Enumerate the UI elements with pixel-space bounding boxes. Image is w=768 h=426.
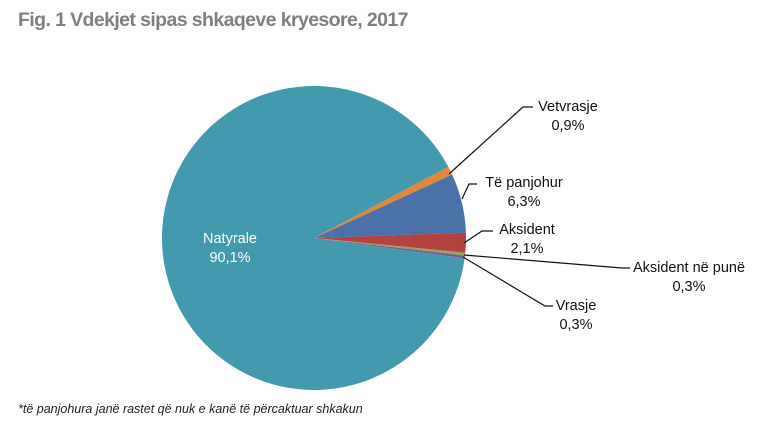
pie-slice-aksident: [314, 232, 467, 253]
leader-line-vrasje: [462, 256, 553, 307]
leader-line-aksident: [463, 230, 493, 244]
label-aksident-name: Aksident: [499, 222, 555, 238]
label-aksident-pune-name: Aksident në punë: [633, 260, 745, 276]
label-aksident-value: 2,1%: [510, 241, 543, 257]
label-natyrale-name: Natyrale: [203, 231, 257, 247]
pie-slice-t-panjohur: [314, 174, 466, 238]
label-vetvrasje-value: 0,9%: [551, 118, 584, 134]
pie-slice-vrasje: [314, 238, 465, 259]
label-panjohur-value: 6,3%: [507, 194, 540, 210]
label-vrasje-value: 0,3%: [559, 317, 592, 333]
chart-title: Fig. 1 Vdekjet sipas shkaqeve kryesore, …: [18, 9, 408, 31]
pie-slice-aksident-n-pun-: [314, 238, 466, 256]
leader-line-aksident-pune: [463, 254, 630, 269]
footnote: *të panjohura janë rastet që nuk e kanë …: [18, 402, 363, 416]
label-vetvrasje-name: Vetvrasje: [538, 99, 598, 115]
leader-line-panjohur: [461, 183, 477, 200]
label-vrasje-name: Vrasje: [556, 298, 597, 314]
label-aksident-pune-value: 0,3%: [672, 279, 705, 295]
pie-slice-vetvrasje: [314, 166, 453, 238]
label-panjohur-name: Të panjohur: [485, 175, 563, 191]
leader-line-vetvrasje: [448, 106, 533, 175]
leader-lines: [448, 106, 630, 307]
pie-slice-natyrale: [161, 85, 465, 390]
label-natyrale-value: 90,1%: [209, 250, 250, 266]
pie-slices: [161, 85, 467, 390]
